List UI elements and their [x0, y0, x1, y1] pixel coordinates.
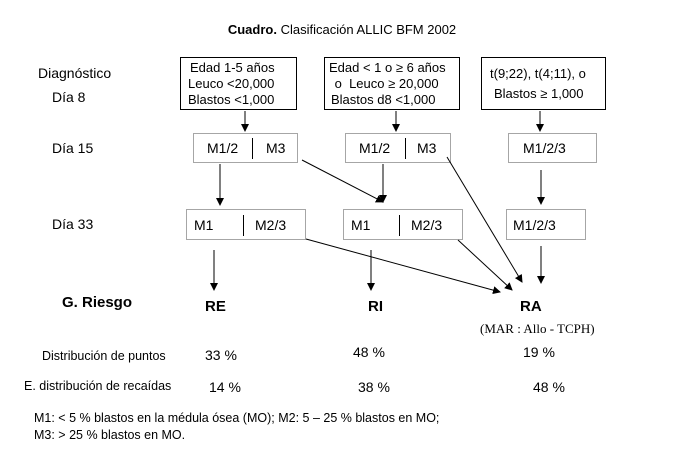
diagnosis-box-standard: Edad 1-5 años Leuco <20,000 Blastos <1,0…	[180, 57, 297, 110]
diagnosis-line: t(9;22), t(4;11), o	[490, 66, 586, 81]
label-dia-33: Día 33	[52, 216, 94, 232]
ra-note: (MAR : Allo - TCPH)	[480, 321, 595, 336]
diagnosis-line: Blastos d8 <1,000	[331, 92, 436, 107]
day33-cell: M1	[194, 217, 214, 233]
day15-cell: M3	[266, 140, 286, 156]
puntos-ri: 48 %	[353, 344, 385, 360]
divider	[405, 138, 406, 159]
arrow-d33-m23-to-ra	[305, 238, 501, 295]
diagnosis-box-high: t(9;22), t(4;11), o Blastos ≥ 1,000	[481, 57, 606, 110]
label-distribucion-recaidas: E. distribución de recaídas	[24, 379, 172, 393]
puntos-ra: 19 %	[523, 344, 555, 360]
diagnosis-line: Edad < 1 o ≥ 6 años	[329, 60, 446, 75]
diagnosis-line: o Leuco ≥ 20,000	[331, 76, 439, 91]
title-bold: Cuadro.	[227, 22, 277, 37]
risk-re: RE	[205, 298, 226, 315]
diagnosis-line: Blastos <1,000	[188, 92, 275, 107]
day33-cell: M2/3	[255, 217, 287, 233]
diagnosis-box-intermediate: Edad < 1 o ≥ 6 años o Leuco ≥ 20,000 Bla…	[324, 57, 460, 110]
puntos-re: 33 %	[205, 347, 237, 363]
footnote-line-2: M3: > 25 % blastos en MO.	[34, 428, 186, 442]
divider	[252, 138, 253, 159]
day15-cell: M3	[417, 140, 437, 156]
figure-title: Cuadro. Clasificación ALLIC BFM 2002	[0, 22, 684, 37]
day33-box-1: M1 M2/3	[186, 209, 306, 240]
day33-cell: M1	[351, 217, 371, 233]
footnote-line-1: M1: < 5 % blastos en la médula ósea (MO)…	[34, 411, 440, 425]
day33-cell: M1/2/3	[513, 217, 556, 233]
day33-cell: M2/3	[411, 217, 443, 233]
day15-box-3: M1/2/3	[508, 133, 597, 163]
divider	[243, 215, 244, 236]
recaidas-ri: 38 %	[358, 379, 390, 395]
recaidas-re: 14 %	[209, 379, 241, 395]
label-grupo-riesgo: G. Riesgo	[62, 294, 133, 311]
risk-ra: RA	[520, 298, 542, 315]
day15-box-2: M1/2 M3	[345, 133, 451, 163]
arrow-d33-ri-m23-to-ra	[457, 239, 513, 291]
diagnosis-line: Leuco <20,000	[188, 76, 275, 91]
risk-ri: RI	[368, 298, 383, 315]
arrow-d15-m3-to-ri	[301, 159, 384, 203]
divider	[399, 215, 400, 236]
day33-box-2: M1 M2/3	[343, 209, 463, 240]
day15-cell: M1/2	[207, 140, 239, 156]
day15-cell: M1/2/3	[523, 140, 566, 156]
label-distribucion-puntos: Distribución de puntos	[42, 349, 166, 363]
diagnosis-line: Blastos ≥ 1,000	[494, 86, 584, 101]
day33-box-3: M1/2/3	[506, 209, 586, 240]
day15-cell: M1/2	[359, 140, 391, 156]
label-dia-8: Día 8	[52, 89, 86, 105]
recaidas-ra: 48 %	[533, 379, 565, 395]
arrow-d15-m3-to-ra	[446, 156, 523, 283]
title-text: Clasificación ALLIC BFM 2002	[280, 22, 457, 37]
label-diagnostico: Diagnóstico	[38, 65, 112, 81]
day15-box-1: M1/2 M3	[193, 133, 298, 163]
diagnosis-line: Edad 1-5 años	[190, 60, 275, 75]
label-dia-15: Día 15	[52, 140, 94, 156]
